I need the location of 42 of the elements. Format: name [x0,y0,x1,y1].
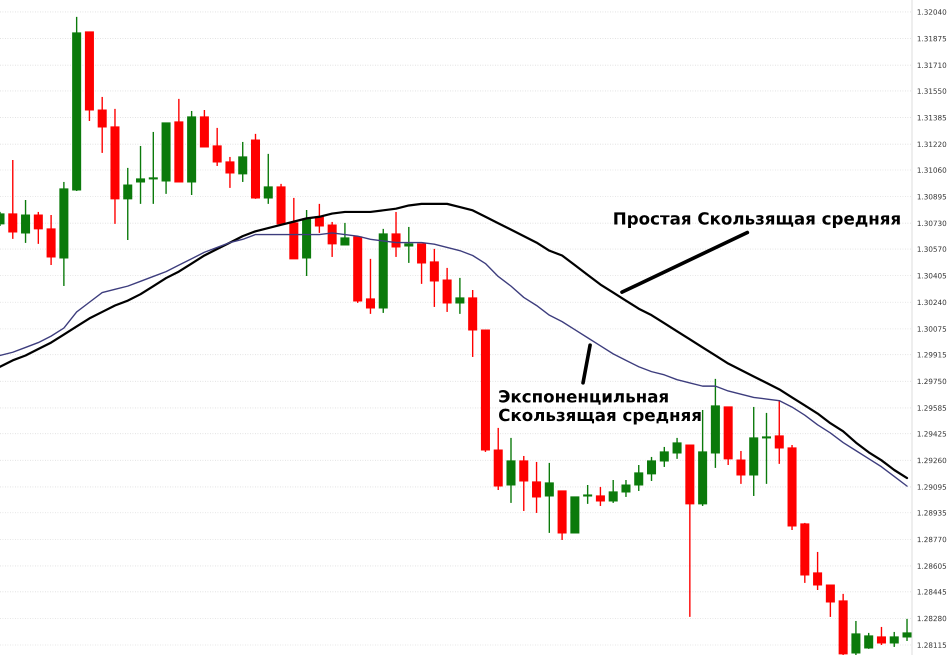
candlestick [442,267,452,313]
candlestick [212,127,222,167]
candlestick [876,626,886,646]
candlestick [672,437,682,460]
candlestick [136,145,146,205]
candlestick [225,156,234,189]
candlestick [264,153,273,205]
candlestick [455,277,464,315]
candlestick [902,618,912,642]
candlestick [532,461,542,514]
candlestick [34,211,43,245]
candlestick [238,141,248,183]
candlestick [328,221,337,258]
candlestick [404,226,414,264]
candlestick [8,159,18,240]
candlestick [340,222,350,246]
candlestick [519,455,528,512]
candlestick [647,456,656,482]
candlestick [621,479,630,498]
candlestick [366,258,375,315]
candlestick [634,464,644,492]
candlestick [583,484,592,505]
candlestick [851,620,860,655]
candlestick [608,479,618,504]
candlestick [596,486,605,507]
candlestick [864,632,874,650]
candlestick [774,399,784,465]
candlestick [21,199,30,244]
candlestick [890,631,899,648]
candlestick [544,462,554,534]
candlestick [826,584,835,618]
candlestick [430,248,439,308]
candlestick [123,167,132,241]
candlestick [148,131,158,205]
candlestick [813,551,822,591]
annotation: Простая Скользящая средняя [614,212,900,228]
candlestick [736,450,746,485]
candlestick [98,96,107,154]
candlestick [660,446,669,468]
candlestick [417,243,426,285]
annotation: Экспоненцильная Скользящая средняя [499,390,701,425]
candlestick [762,412,772,485]
